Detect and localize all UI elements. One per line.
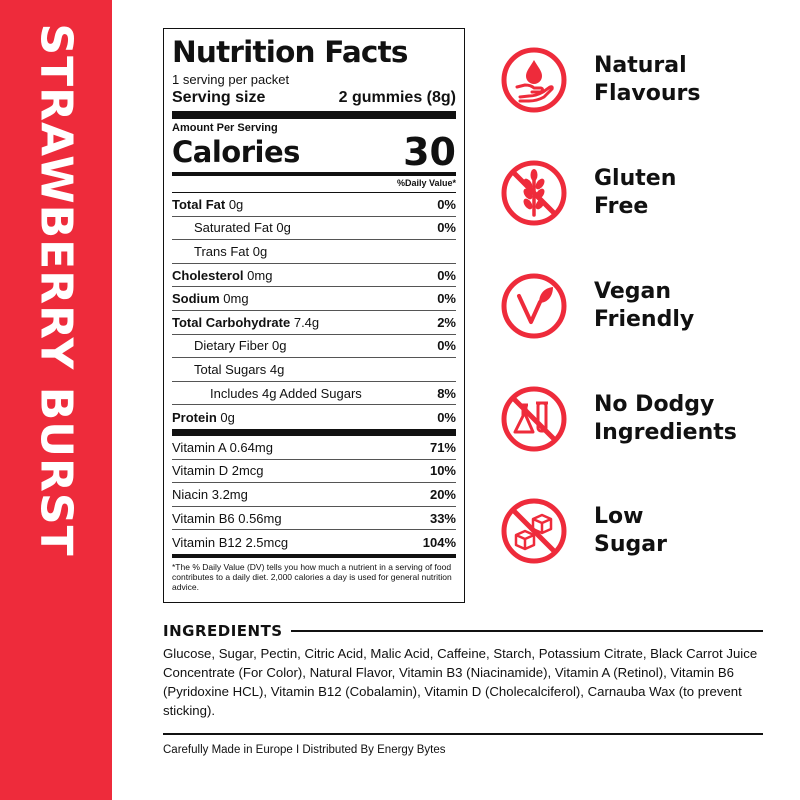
nutrient-pct: 8% — [437, 385, 456, 401]
nutrient-label: Total Fat — [172, 196, 226, 212]
nutrient-row: Includes 4g Added Sugars 8% — [172, 382, 456, 406]
vitamin-row: Vitamin D 2mcg 10% — [172, 460, 456, 484]
no-sugar-cube-icon — [501, 498, 567, 564]
nutrient-row: Cholesterol 0mg 0% — [172, 264, 456, 288]
ingredients-list: Glucose, Sugar, Pectin, Citric Acid, Mal… — [163, 646, 758, 718]
nutrient-pct: 2% — [437, 314, 456, 330]
feature-line: Natural — [594, 53, 687, 78]
feature-line: Vegan — [594, 279, 671, 304]
no-lab-flask-icon — [501, 386, 567, 452]
nutrient-amount: 0g — [228, 196, 244, 212]
serving-size: Serving size 2 gummies (8g) — [172, 88, 456, 108]
nutrient-row: Trans Fat 0g — [172, 240, 456, 264]
calories-value: 30 — [403, 130, 456, 174]
nutrient-row: Total Fat 0g 0% — [172, 193, 456, 217]
serving-size-value: 2 gummies (8g) — [338, 89, 456, 106]
ingredients-header: INGREDIENTS — [163, 622, 763, 640]
nutrient-row: Total Sugars 4g — [172, 358, 456, 382]
nutrient-amount: 7.4g — [293, 314, 320, 330]
nutrient-amount: 0mg — [223, 291, 249, 307]
divider — [163, 733, 763, 735]
nutrition-title: Nutrition Facts — [172, 35, 408, 69]
feature-gluten-free: Gluten Free — [500, 159, 676, 227]
nutrient-pct: 0% — [437, 338, 456, 354]
feature-line: Flavours — [594, 81, 701, 106]
nutrition-facts-panel: Nutrition Facts 1 serving per packet Ser… — [163, 28, 465, 603]
nutrient-label: Cholesterol — [172, 267, 244, 283]
nutrient-pct: 0% — [437, 409, 456, 425]
nutrient-pct: 0% — [437, 291, 456, 307]
serving-size-label: Serving size — [172, 89, 266, 106]
nutrient-label: Dietary Fiber 0g — [194, 338, 287, 354]
ingredients-heading: INGREDIENTS — [163, 622, 283, 640]
nutrient-pct: 0% — [437, 196, 456, 212]
nutrient-row: Dietary Fiber 0g 0% — [172, 335, 456, 359]
feature-line: Sugar — [594, 532, 667, 557]
nutrient-label: Protein — [172, 409, 217, 425]
calories-label: Calories — [172, 135, 300, 169]
footer-text: Carefully Made in Europe I Distributed B… — [163, 744, 446, 756]
nutrient-row: Saturated Fat 0g 0% — [172, 217, 456, 241]
feature-line: No Dodgy — [594, 392, 715, 417]
divider-medium — [172, 172, 456, 176]
product-name: STRAWBERRY BURST — [30, 23, 82, 557]
nutrient-amount: 0g — [220, 409, 235, 425]
nutrient-label: Sodium — [172, 291, 220, 307]
nutrient-pct: 0% — [437, 267, 456, 283]
nutrient-label: Saturated Fat 0g — [194, 220, 291, 236]
feature-natural-flavours: Natural Flavours — [500, 46, 700, 114]
nutrient-label: Includes 4g Added Sugars — [210, 385, 362, 401]
divider-thick — [172, 111, 456, 119]
feature-line: Free — [594, 194, 649, 219]
divider — [290, 630, 763, 632]
vitamin-pct: 33% — [429, 510, 456, 526]
amount-per-serving: Amount Per Serving — [172, 122, 278, 134]
side-band: STRAWBERRY BURST — [0, 0, 112, 800]
drop-hand-icon — [501, 47, 567, 113]
vitamin-row: Vitamin B12 2.5mcg 104% — [172, 530, 456, 554]
vitamin-pct: 10% — [429, 463, 456, 479]
vitamin-label: Vitamin A 0.64mg — [172, 439, 273, 455]
vegan-leaf-icon — [501, 273, 567, 339]
vitamin-pct: 71% — [429, 439, 456, 455]
feature-line: Low — [594, 504, 644, 529]
nutrient-pct: 0% — [437, 220, 456, 236]
daily-value-footnote: *The % Daily Value (DV) tells you how mu… — [172, 553, 456, 592]
calories-row: Calories 30 — [172, 130, 456, 174]
divider-thick — [172, 428, 456, 436]
nutrient-row: Protein 0g 0% — [172, 405, 456, 429]
vitamin-row: Vitamin A 0.64mg 71% — [172, 436, 456, 460]
vitamin-pct: 20% — [429, 486, 456, 502]
vitamin-row: Vitamin B6 0.56mg 33% — [172, 507, 456, 531]
feature-line: Friendly — [594, 307, 695, 332]
no-wheat-icon — [501, 160, 567, 226]
vitamin-label: Vitamin D 2mcg — [172, 463, 264, 479]
feature-line: Gluten — [594, 166, 677, 191]
nutrient-label: Trans Fat 0g — [194, 243, 268, 259]
nutrient-row: Total Carbohydrate 7.4g 2% — [172, 311, 456, 335]
nutrient-row: Sodium 0mg 0% — [172, 287, 456, 311]
vitamin-row: Niacin 3.2mg 20% — [172, 483, 456, 507]
vitamin-label: Niacin 3.2mg — [172, 486, 248, 502]
feature-low-sugar: Low Sugar — [500, 497, 667, 565]
daily-value-header: %Daily Value* — [172, 176, 456, 193]
nutrient-amount: 0mg — [247, 267, 273, 283]
feature-line: Ingredients — [594, 420, 737, 445]
nutrient-label: Total Sugars 4g — [194, 361, 285, 377]
feature-no-dodgy-ingredients: No Dodgy Ingredients — [500, 385, 737, 453]
vitamin-label: Vitamin B6 0.56mg — [172, 510, 282, 526]
nutrient-label: Total Carbohydrate — [172, 314, 291, 330]
vitamin-pct: 104% — [422, 534, 456, 550]
vitamin-label: Vitamin B12 2.5mcg — [172, 534, 289, 550]
servings-per-container: 1 serving per packet — [172, 72, 290, 87]
feature-vegan-friendly: Vegan Friendly — [500, 272, 694, 340]
